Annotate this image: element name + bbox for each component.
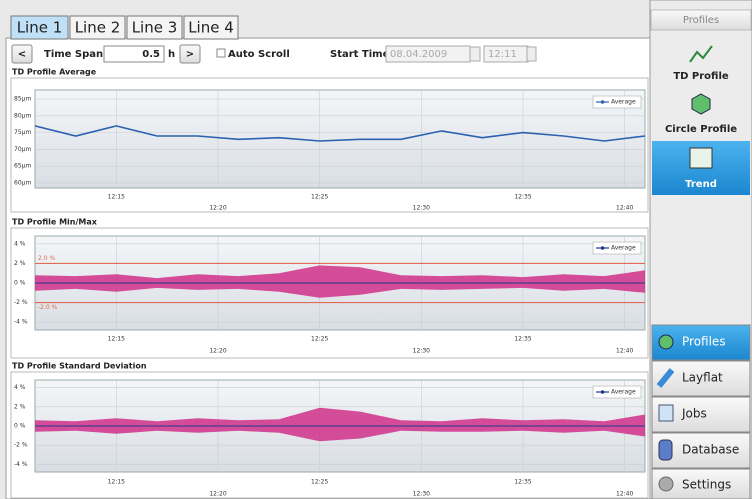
x-tick-label: 12:35	[514, 336, 531, 343]
view-label[interactable]: TD Profile	[673, 71, 729, 82]
x-tick-label: 12:25	[311, 336, 328, 343]
y-tick-label: 70µm	[14, 146, 31, 153]
y-tick-label: 65µm	[14, 163, 31, 170]
nav-label[interactable]: Settings	[682, 478, 731, 492]
start-clock[interactable]: 12:11	[488, 49, 517, 60]
sidebar-header	[650, 9, 752, 31]
nav-icon	[658, 334, 674, 350]
legend-marker	[600, 100, 605, 104]
tab-label[interactable]: Line 2	[75, 19, 121, 37]
x-tick-label: 12:35	[514, 194, 531, 201]
nav-icon	[658, 476, 674, 492]
x-tick-label: 12:30	[413, 205, 430, 212]
y-tick-label: 0 %	[14, 280, 26, 287]
date-dropdown[interactable]	[469, 46, 481, 62]
tab-label[interactable]: Line 1	[17, 19, 63, 37]
y-tick-label: 4 %	[14, 240, 26, 247]
plot-area	[34, 89, 646, 189]
legend-label: Average	[611, 245, 636, 252]
auto-scroll-label[interactable]: Auto Scroll	[228, 49, 290, 60]
circle-profile-icon	[691, 93, 711, 115]
legend-box	[592, 95, 642, 109]
nav-icon	[658, 439, 673, 461]
time-span-input[interactable]	[103, 45, 165, 63]
x-tick-label: 12:15	[108, 336, 125, 343]
limit-label: 2.0 %	[38, 255, 55, 262]
chart-title: TD Profile Average	[12, 68, 97, 77]
y-tick-label: 2 %	[14, 260, 26, 267]
legend-box	[592, 385, 642, 399]
view-label[interactable]: Circle Profile	[665, 124, 737, 135]
y-tick-label: 85µm	[14, 96, 31, 103]
nav-icon	[658, 404, 674, 422]
time-span-value[interactable]: 0.5	[142, 49, 160, 60]
y-tick-label: -2 %	[14, 299, 28, 306]
tab[interactable]	[126, 15, 183, 40]
start-time-label: Start Time	[330, 49, 390, 60]
legend-marker	[600, 246, 605, 250]
tab[interactable]	[10, 15, 69, 40]
x-tick-label: 12:15	[108, 479, 125, 486]
next-label[interactable]: >	[186, 49, 194, 60]
legend-marker	[600, 390, 605, 394]
x-tick-label: 12:30	[413, 348, 430, 355]
x-tick-label: 12:15	[108, 194, 125, 201]
band-area	[35, 407, 645, 442]
trend-icon	[689, 147, 713, 169]
legend-box	[592, 241, 642, 255]
y-tick-label: -4 %	[14, 461, 28, 468]
x-tick-label: 12:30	[413, 491, 430, 498]
tab[interactable]	[183, 15, 239, 40]
x-tick-label: 12:40	[616, 348, 633, 355]
legend-label: Average	[611, 99, 636, 106]
x-tick-label: 12:20	[209, 491, 226, 498]
x-tick-label: 12:35	[514, 479, 531, 486]
x-tick-label: 12:20	[209, 348, 226, 355]
legend-label: Average	[611, 389, 636, 396]
prev-label[interactable]: <	[18, 49, 26, 60]
chart-title: TD Profile Standard Deviation	[12, 362, 147, 371]
x-tick-label: 12:20	[209, 205, 226, 212]
time-span-label: Time Span	[44, 49, 103, 60]
nav-label[interactable]: Jobs	[681, 407, 707, 421]
y-tick-label: 80µm	[14, 112, 31, 119]
x-tick-label: 12:25	[311, 479, 328, 486]
clock-spinner[interactable]	[526, 46, 537, 62]
chart-title: TD Profile Min/Max	[12, 218, 98, 227]
y-tick-label: 0 %	[14, 423, 26, 430]
prev-button[interactable]	[11, 44, 33, 64]
limit-label: -2.0 %	[38, 304, 58, 311]
auto-scroll-checkbox[interactable]	[216, 48, 226, 58]
series-line	[34, 125, 646, 142]
tab-label[interactable]: Line 4	[188, 19, 234, 37]
y-tick-label: 4 %	[14, 384, 26, 391]
nav-label[interactable]: Database	[682, 443, 739, 457]
y-tick-label: 2 %	[14, 403, 26, 410]
nav-icon	[656, 368, 675, 388]
nav-label[interactable]: Profiles	[682, 335, 726, 349]
start-date[interactable]: 08.04.2009	[390, 49, 447, 60]
y-tick-label: 60µm	[14, 179, 31, 186]
y-tick-label: -2 %	[14, 442, 28, 449]
band-area	[35, 265, 645, 298]
x-tick-label: 12:40	[616, 491, 633, 498]
y-tick-label: 75µm	[14, 129, 31, 136]
view-label[interactable]: Trend	[685, 179, 717, 190]
charts: TD Profile Average 85µm 80µm 75µm 70µm 65µm 60…	[10, 68, 649, 499]
y-tick-label: -4 %	[14, 319, 28, 326]
nav-label[interactable]: Layflat	[682, 371, 723, 385]
next-button[interactable]	[179, 44, 201, 64]
x-tick-label: 12:40	[616, 205, 633, 212]
sidebar-header-label: Profiles	[683, 15, 719, 26]
x-tick-label: 12:25	[311, 194, 328, 201]
time-span-unit: h	[168, 49, 175, 60]
tab[interactable]	[69, 15, 126, 40]
td-profile-icon	[689, 45, 713, 63]
tab-label[interactable]: Line 3	[132, 19, 178, 37]
